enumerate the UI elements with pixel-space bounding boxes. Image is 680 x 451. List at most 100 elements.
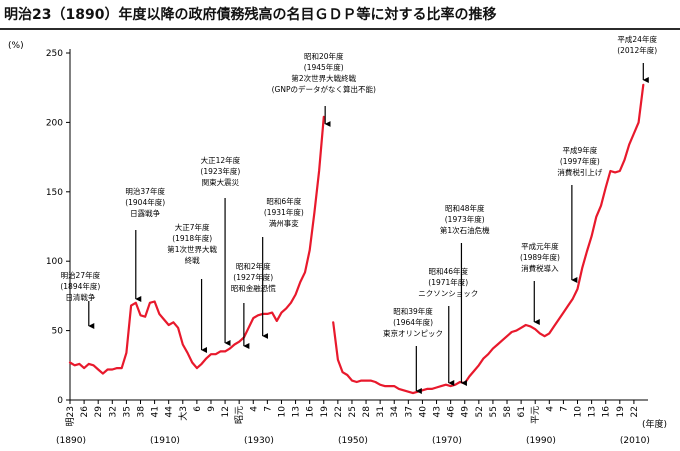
x-tick-label: 49 bbox=[461, 406, 471, 418]
debt-ratio-series-line bbox=[332, 83, 645, 395]
decade-label: (1930) bbox=[244, 436, 274, 446]
x-tick-label: 40 bbox=[418, 406, 428, 418]
x-tick-label: 10 bbox=[277, 406, 287, 418]
decade-label: (2010) bbox=[620, 436, 650, 446]
x-tick-label: 22 bbox=[334, 406, 344, 417]
decade-label: (1990) bbox=[526, 436, 556, 446]
annotation-text: 第1次世界大戦 bbox=[167, 244, 217, 254]
x-tick-label: 29 bbox=[94, 406, 104, 418]
annotation-text: 昭和6年度 bbox=[266, 196, 301, 206]
x-tick-label: 58 bbox=[503, 406, 513, 418]
y-tick-label: 200 bbox=[46, 118, 63, 128]
annotation-text: (1973年度) bbox=[445, 214, 485, 224]
annotation-text: ニクソンショック bbox=[418, 289, 478, 298]
x-tick-label: 41 bbox=[151, 406, 161, 417]
x-tick-label: 61 bbox=[517, 406, 527, 417]
annotation-text: 平成元年度 bbox=[521, 241, 559, 251]
annotation-text: 消費税引上げ bbox=[557, 167, 602, 177]
annotation-text: 東京オリンピック bbox=[383, 328, 443, 338]
x-tick-label: 13 bbox=[292, 406, 302, 417]
y-tick-label: 150 bbox=[46, 188, 63, 198]
annotation-text: 昭和46年度 bbox=[429, 266, 469, 276]
chart-title: 明治23（1890）年度以降の政府債務残高の名目ＧＤＰ等に対する比率の推移 bbox=[4, 7, 497, 23]
x-tick-label: 26 bbox=[80, 406, 90, 418]
annotation-text: (1997年度) bbox=[560, 156, 600, 166]
x-tick-label: 34 bbox=[390, 406, 400, 418]
x-tick-label: 38 bbox=[136, 406, 146, 418]
x-tick-label: 19 bbox=[616, 406, 626, 418]
annotation-text: (1964年度) bbox=[393, 317, 433, 327]
annotation-text: 大正12年度 bbox=[201, 155, 241, 165]
annotation-text: (1923年度) bbox=[200, 166, 240, 176]
x-tick-label: 44 bbox=[165, 406, 175, 418]
annotation-text: 明治27年度 bbox=[61, 270, 101, 280]
x-tick-label: 37 bbox=[404, 406, 414, 417]
annotation-text: 昭和20年度 bbox=[304, 51, 344, 61]
x-tick-label: 16 bbox=[306, 406, 316, 418]
x-tick-label: 19 bbox=[320, 406, 330, 418]
decade-label: (1970) bbox=[432, 436, 462, 446]
debt-ratio-series-line bbox=[68, 115, 325, 375]
y-tick-label: 100 bbox=[46, 257, 63, 267]
x-tick-label: 28 bbox=[362, 406, 372, 418]
decade-label: (1910) bbox=[150, 436, 180, 446]
annotation-text: 終戦 bbox=[185, 255, 200, 265]
x-tick-label: 6 bbox=[193, 406, 203, 412]
x-tick-label: 43 bbox=[433, 406, 443, 417]
x-tick-label: 12 bbox=[221, 406, 231, 417]
annotation-text: 昭和2年度 bbox=[236, 261, 271, 271]
x-tick-label: 13 bbox=[588, 406, 598, 417]
x-tick-label: 4 bbox=[545, 406, 555, 412]
x-tick-label: 10 bbox=[574, 406, 584, 418]
x-tick-label: 大3 bbox=[177, 406, 189, 421]
x-tick-label: 昭元 bbox=[234, 406, 245, 424]
annotation-text: (2012年度) bbox=[617, 45, 657, 55]
annotation-text: (1927年度) bbox=[233, 272, 273, 282]
x-tick-label: 4 bbox=[249, 406, 259, 412]
title-underline bbox=[0, 28, 680, 30]
annotation-text: 消費税導入 bbox=[521, 263, 559, 273]
annotation-text: (1918年度) bbox=[172, 233, 212, 243]
decade-label: (1950) bbox=[338, 436, 368, 446]
annotation-text: 昭和39年度 bbox=[393, 306, 433, 316]
annotation-text: 満州事変 bbox=[269, 218, 299, 228]
x-tick-label: 明23 bbox=[65, 406, 76, 426]
annotation-text: 日露戦争 bbox=[130, 208, 160, 218]
y-tick-label: 0 bbox=[57, 396, 63, 406]
annotation-text: 昭和金融恐慌 bbox=[231, 283, 276, 293]
x-tick-label: 22 bbox=[630, 406, 640, 417]
annotation-text: (1945年度) bbox=[304, 62, 344, 72]
annotation-text: 第1次石油危機 bbox=[440, 225, 490, 235]
annotation-text: (1989年度) bbox=[520, 252, 560, 262]
x-tick-label: 7 bbox=[263, 406, 273, 412]
annotation-text: 第2次世界大戦終戦 bbox=[291, 73, 356, 83]
annotation-text: (1931年度) bbox=[264, 207, 304, 217]
x-tick-label: 25 bbox=[348, 406, 358, 417]
annotation-text: 平成24年度 bbox=[617, 34, 657, 44]
annotation-text: 日清戦争 bbox=[65, 292, 95, 302]
annotation-text: 関東大震災 bbox=[202, 177, 240, 187]
annotation-text: (1904年度) bbox=[125, 197, 165, 207]
annotation-text: (GNPのデータがなく算出不能) bbox=[272, 84, 376, 94]
x-tick-label: 32 bbox=[108, 406, 118, 417]
annotation-text: 昭和48年度 bbox=[445, 203, 485, 213]
x-tick-label: 55 bbox=[489, 406, 499, 417]
decade-label: (1890) bbox=[56, 436, 86, 446]
annotation-text: 平成9年度 bbox=[562, 145, 597, 155]
x-tick-label: 46 bbox=[447, 406, 457, 418]
annotation-text: (1894年度) bbox=[60, 281, 100, 291]
annotation-text: 明治37年度 bbox=[125, 186, 165, 196]
y-tick-label: 50 bbox=[52, 327, 64, 337]
x-tick-label: 52 bbox=[475, 406, 485, 417]
x-axis-unit-label: (年度) bbox=[642, 418, 667, 430]
y-axis-unit-label: (%) bbox=[8, 41, 24, 51]
x-tick-label: 31 bbox=[376, 406, 386, 417]
x-tick-label: 16 bbox=[602, 406, 612, 418]
x-tick-label: 平元 bbox=[530, 406, 541, 424]
x-tick-label: 35 bbox=[122, 406, 132, 417]
annotation-text: (1971年度) bbox=[428, 277, 468, 287]
x-tick-label: 9 bbox=[207, 406, 217, 412]
annotation-text: 大正7年度 bbox=[175, 222, 210, 232]
x-tick-label: 7 bbox=[559, 406, 569, 412]
